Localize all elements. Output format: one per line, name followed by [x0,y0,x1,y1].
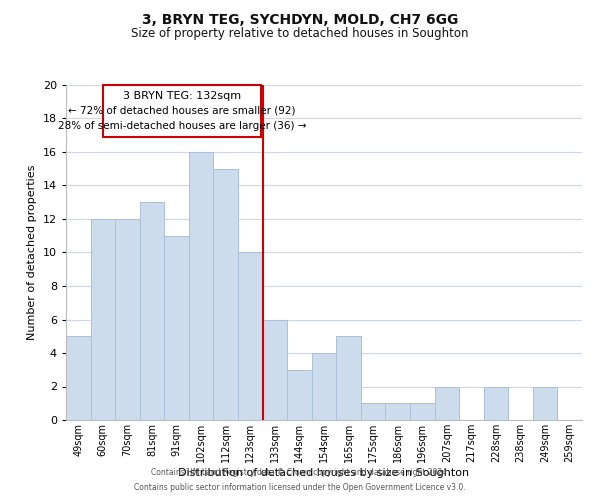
Bar [336,336,361,420]
Bar [434,386,459,420]
Bar [66,336,91,420]
Bar [140,202,164,420]
FancyBboxPatch shape [103,85,262,137]
Bar [263,320,287,420]
Bar [238,252,263,420]
Bar [189,152,214,420]
Y-axis label: Number of detached properties: Number of detached properties [27,165,37,340]
Bar [361,403,385,420]
Bar [410,403,434,420]
Bar [164,236,189,420]
Bar [287,370,312,420]
Text: Contains public sector information licensed under the Open Government Licence v3: Contains public sector information licen… [134,483,466,492]
Bar [533,386,557,420]
Bar [115,219,140,420]
Text: Size of property relative to detached houses in Soughton: Size of property relative to detached ho… [131,28,469,40]
Bar [385,403,410,420]
Text: ← 72% of detached houses are smaller (92): ← 72% of detached houses are smaller (92… [68,106,296,116]
Text: 3 BRYN TEG: 132sqm: 3 BRYN TEG: 132sqm [123,92,241,102]
Bar [484,386,508,420]
Bar [312,353,336,420]
Bar [91,219,115,420]
Text: 3, BRYN TEG, SYCHDYN, MOLD, CH7 6GG: 3, BRYN TEG, SYCHDYN, MOLD, CH7 6GG [142,12,458,26]
X-axis label: Distribution of detached houses by size in Soughton: Distribution of detached houses by size … [178,468,470,477]
Text: Contains HM Land Registry data © Crown copyright and database right 2024.: Contains HM Land Registry data © Crown c… [151,468,449,477]
Text: 28% of semi-detached houses are larger (36) →: 28% of semi-detached houses are larger (… [58,120,307,130]
Bar [214,168,238,420]
